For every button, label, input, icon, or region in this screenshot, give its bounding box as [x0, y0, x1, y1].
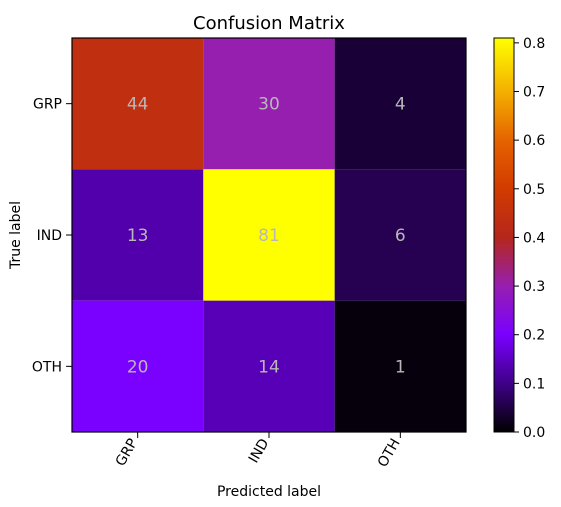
colorbar-tick-label: 0.6: [523, 133, 545, 149]
heatmap-cell: [72, 169, 204, 301]
heatmap-cell-label: 44: [127, 95, 149, 115]
colorbar-tick-label: 0.7: [523, 85, 545, 101]
heatmap-cell-label: 30: [258, 95, 280, 115]
heatmap-cell-label: 81: [258, 226, 280, 246]
y-tick-label: IND: [37, 228, 62, 244]
colorbar-tick-label: 0.0: [523, 425, 545, 441]
heatmap-cell-label: 13: [127, 226, 149, 246]
heatmap-cell-label: 6: [395, 226, 406, 246]
y-tick-label: GRP: [33, 97, 62, 113]
heatmap-cells: [72, 38, 466, 432]
heatmap-cell: [203, 300, 335, 432]
x-tick-label: IND: [246, 436, 273, 466]
heatmap-cell: [334, 38, 466, 170]
x-tick-label: GRP: [113, 436, 141, 469]
chart-title: Confusion Matrix: [193, 13, 345, 34]
colorbar-ticks: 0.0 0.1 0.2 0.3 0.4 0.5 0.6 0.7 0.8: [514, 36, 545, 441]
colorbar: [493, 37, 515, 433]
colorbar-tick-label: 0.5: [523, 182, 545, 198]
colorbar-tick-label: 0.2: [523, 328, 545, 344]
x-tick-label: OTH: [375, 436, 404, 470]
heatmap-cell: [203, 169, 335, 301]
heatmap-cell: [334, 300, 466, 432]
y-axis-ticks: GRP IND OTH: [32, 97, 72, 375]
heatmap-cell-label: 4: [395, 95, 406, 115]
y-axis-label: True label: [8, 201, 24, 270]
x-axis-ticks: GRP IND OTH: [113, 432, 404, 470]
colorbar-tick-label: 0.1: [523, 376, 545, 392]
heatmap-cell-labels: 44 30 4 13 81 6 20 14 1: [127, 95, 406, 378]
heatmap-cell: [334, 169, 466, 301]
colorbar-tick-label: 0.3: [523, 279, 545, 295]
heatmap-cell-label: 1: [395, 357, 406, 377]
heatmap-cell: [72, 38, 204, 170]
heatmap-cell: [203, 38, 335, 170]
colorbar-tick-label: 0.4: [523, 230, 545, 246]
y-tick-label: OTH: [32, 359, 62, 375]
heatmap-cell-label: 14: [258, 357, 280, 377]
heatmap-cell: [72, 300, 204, 432]
x-axis-label: Predicted label: [217, 484, 321, 500]
heatmap-cell-label: 20: [127, 357, 149, 377]
colorbar-tick-label: 0.8: [523, 36, 545, 52]
